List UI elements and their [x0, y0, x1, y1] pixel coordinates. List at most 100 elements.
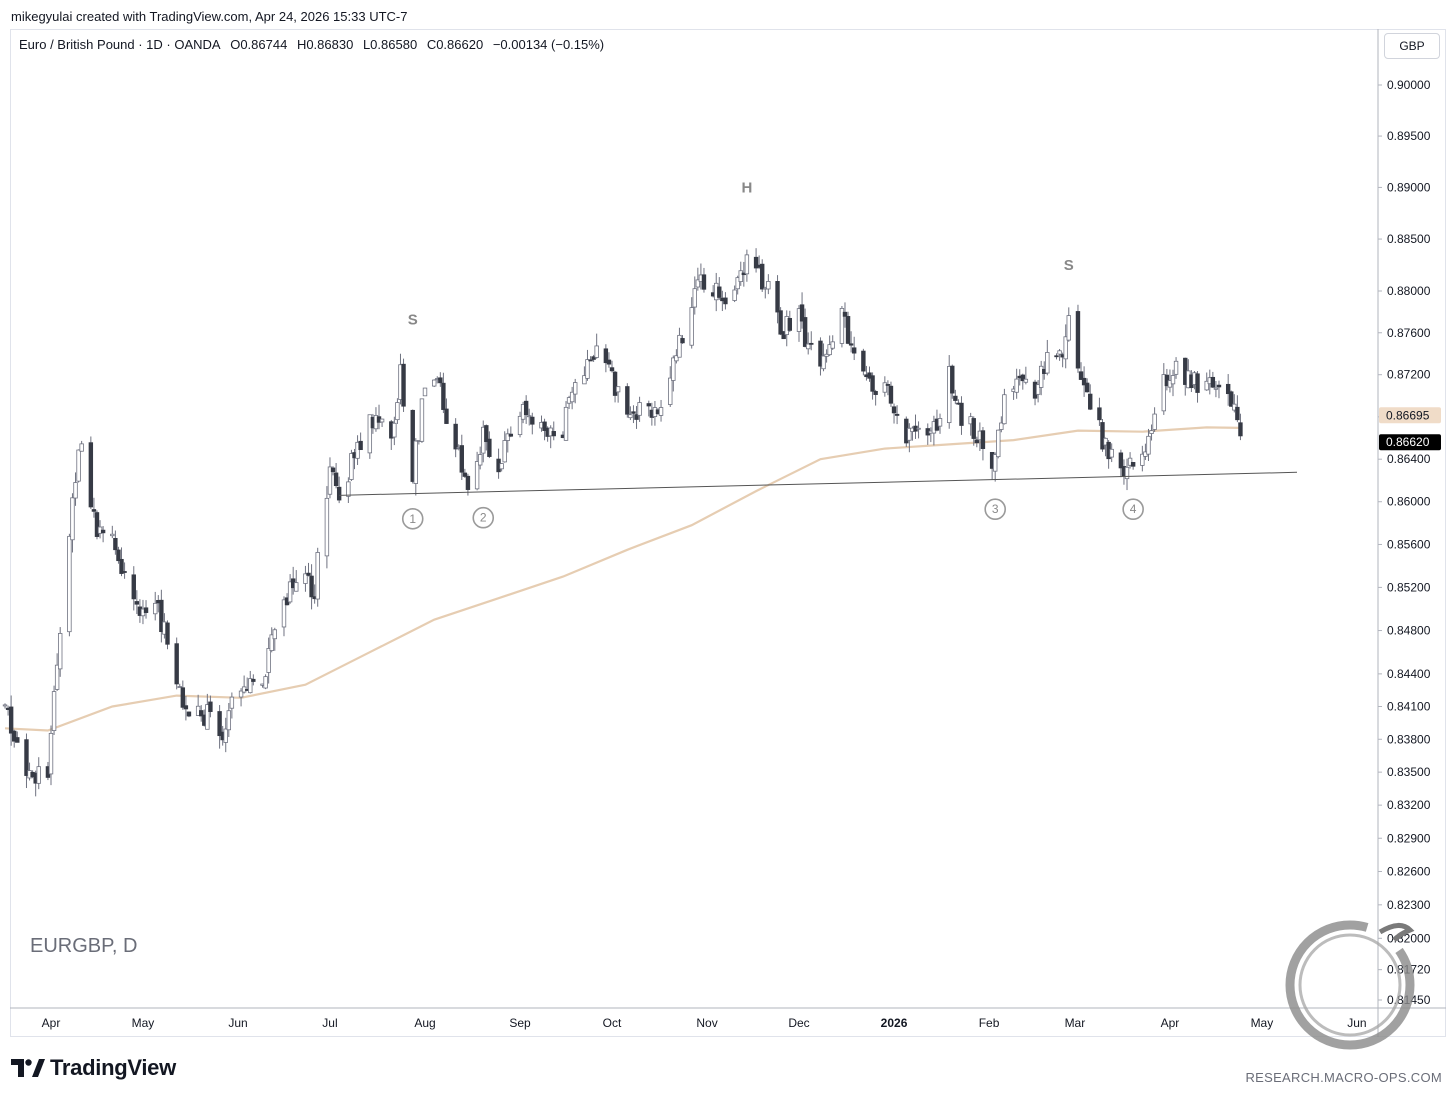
candle[interactable]: [15, 731, 20, 743]
candle[interactable]: [646, 400, 651, 417]
candle[interactable]: [585, 349, 590, 381]
candle[interactable]: [349, 449, 354, 481]
candle[interactable]: [615, 386, 621, 403]
candle[interactable]: [1103, 437, 1108, 457]
candle[interactable]: [1014, 368, 1019, 399]
candle[interactable]: [1204, 372, 1209, 391]
candle[interactable]: [199, 705, 204, 722]
candle[interactable]: [634, 406, 639, 429]
candle[interactable]: [1118, 449, 1124, 478]
candle[interactable]: [805, 332, 811, 355]
candle[interactable]: [392, 416, 397, 446]
candle[interactable]: [947, 355, 952, 429]
candle[interactable]: [177, 683, 182, 688]
candle[interactable]: [116, 546, 121, 564]
candle[interactable]: [1161, 363, 1167, 415]
candle[interactable]: [671, 355, 676, 392]
candle[interactable]: [379, 418, 385, 427]
candle[interactable]: [1075, 304, 1081, 373]
candle[interactable]: [1088, 384, 1093, 411]
candle[interactable]: [802, 308, 808, 348]
candle[interactable]: [367, 414, 373, 459]
candle[interactable]: [658, 399, 664, 422]
candle[interactable]: [122, 562, 127, 579]
candle[interactable]: [459, 434, 464, 480]
candle[interactable]: [953, 389, 958, 405]
candle[interactable]: [324, 486, 330, 569]
candle[interactable]: [143, 600, 149, 619]
candle[interactable]: [723, 292, 728, 310]
candle[interactable]: [1130, 461, 1136, 470]
candle[interactable]: [1127, 452, 1133, 469]
candle[interactable]: [186, 711, 192, 718]
candle[interactable]: [94, 510, 100, 540]
candle[interactable]: [57, 627, 63, 677]
candle[interactable]: [569, 386, 575, 410]
candle[interactable]: [248, 670, 253, 694]
candle[interactable]: [732, 285, 737, 303]
candle[interactable]: [517, 411, 523, 438]
candle[interactable]: [238, 688, 244, 707]
candle[interactable]: [839, 305, 845, 348]
candle[interactable]: [680, 335, 685, 344]
candle[interactable]: [1146, 428, 1151, 462]
candle[interactable]: [606, 352, 612, 368]
candle[interactable]: [637, 396, 642, 422]
candle[interactable]: [1225, 374, 1231, 406]
candle[interactable]: [913, 414, 918, 439]
candle[interactable]: [594, 333, 599, 359]
candle[interactable]: [12, 729, 17, 748]
neckline[interactable]: [339, 471, 1298, 496]
candle[interactable]: [999, 416, 1004, 433]
candle[interactable]: [91, 497, 97, 518]
candle[interactable]: [845, 311, 851, 345]
candle[interactable]: [809, 331, 814, 351]
candle[interactable]: [336, 476, 342, 504]
candle[interactable]: [395, 398, 400, 424]
candle[interactable]: [1140, 445, 1145, 472]
candle[interactable]: [888, 381, 894, 407]
candle[interactable]: [226, 703, 232, 738]
candle[interactable]: [8, 695, 14, 746]
candle[interactable]: [1109, 443, 1114, 463]
candle[interactable]: [499, 463, 504, 472]
candle[interactable]: [818, 337, 823, 376]
candle[interactable]: [24, 733, 29, 789]
candle[interactable]: [303, 565, 308, 592]
candle[interactable]: [717, 277, 722, 300]
candle[interactable]: [542, 418, 547, 441]
candle[interactable]: [1210, 371, 1216, 388]
candle[interactable]: [484, 424, 489, 451]
candle[interactable]: [272, 627, 277, 651]
candle[interactable]: [36, 757, 41, 790]
candle[interactable]: [269, 627, 274, 653]
candle[interactable]: [1038, 360, 1044, 396]
candle[interactable]: [744, 249, 750, 282]
candle[interactable]: [781, 331, 786, 340]
candle[interactable]: [159, 589, 164, 643]
candle[interactable]: [70, 493, 75, 553]
candle[interactable]: [1035, 380, 1041, 403]
candle[interactable]: [453, 418, 458, 458]
candle[interactable]: [631, 405, 636, 424]
candle[interactable]: [229, 692, 235, 719]
candle[interactable]: [971, 416, 976, 446]
candle[interactable]: [462, 468, 468, 478]
candle[interactable]: [333, 463, 339, 489]
candle[interactable]: [1045, 339, 1050, 376]
candle[interactable]: [591, 354, 596, 362]
candle[interactable]: [861, 348, 866, 376]
candle[interactable]: [205, 693, 210, 730]
candle[interactable]: [73, 472, 78, 506]
candle[interactable]: [51, 685, 57, 735]
candle[interactable]: [625, 383, 630, 418]
candle[interactable]: [1152, 407, 1157, 432]
candle[interactable]: [778, 307, 783, 336]
candle[interactable]: [937, 413, 943, 434]
candle[interactable]: [1173, 357, 1179, 379]
candle[interactable]: [1149, 424, 1154, 441]
candle[interactable]: [1023, 366, 1029, 385]
candle[interactable]: [692, 276, 697, 315]
candle[interactable]: [487, 431, 492, 459]
candle[interactable]: [355, 435, 360, 465]
